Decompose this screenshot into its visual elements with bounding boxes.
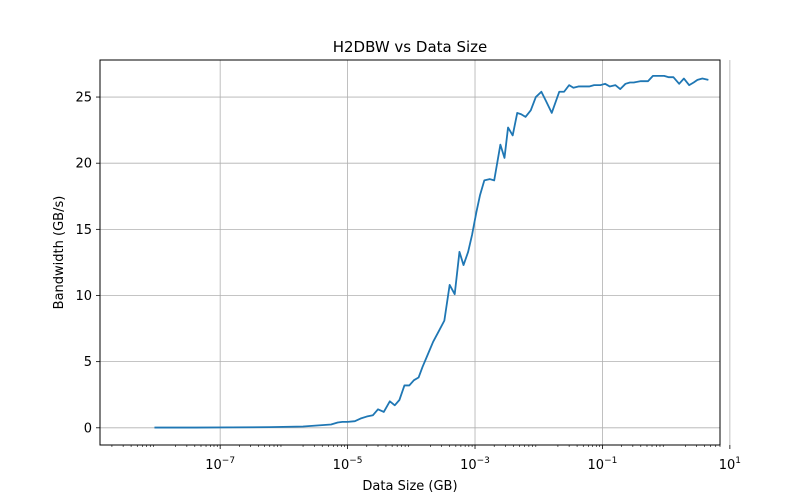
y-tick-label: 15 xyxy=(75,223,92,238)
x-tick-label: 101 xyxy=(719,456,741,473)
y-axis-title: Bandwidth (GB/s) xyxy=(52,196,67,310)
y-tick-label: 5 xyxy=(84,355,92,370)
x-tick-label: 10−3 xyxy=(460,456,490,473)
chart-title: H2DBW vs Data Size xyxy=(333,38,488,56)
y-tick-label: 10 xyxy=(75,289,92,304)
x-tick-label: 10−5 xyxy=(333,456,363,473)
plot-frame xyxy=(99,59,721,446)
ticks: 10−7 10−5 10−3 10−1 101 0 5 10 15 20 25 xyxy=(75,91,741,473)
y-tick-label: 25 xyxy=(75,91,92,106)
x-tick-label: 10−7 xyxy=(205,456,235,473)
y-tick-label: 20 xyxy=(75,157,92,172)
x-tick-label: 10−1 xyxy=(588,456,618,473)
series-layer xyxy=(154,74,709,429)
y-tick-label: 0 xyxy=(84,421,92,436)
x-axis-title: Data Size (GB) xyxy=(362,479,457,494)
